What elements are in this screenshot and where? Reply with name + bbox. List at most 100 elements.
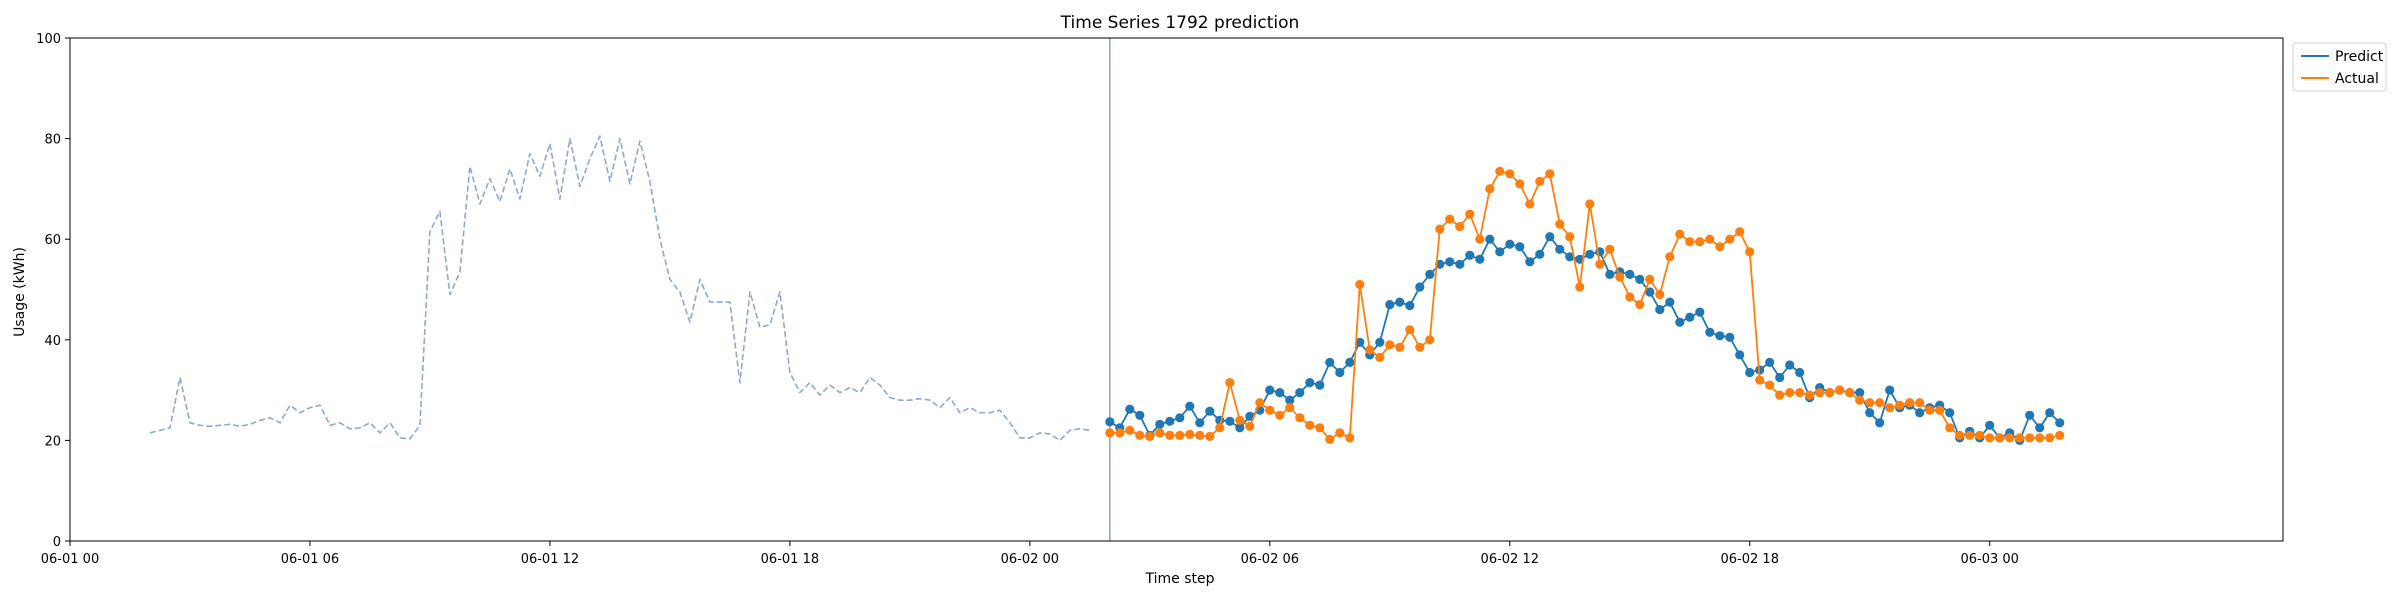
actual-point xyxy=(1565,232,1575,242)
predict-point xyxy=(1765,357,1775,367)
predict-point xyxy=(1635,274,1645,284)
predict-point xyxy=(1325,357,1335,367)
actual-point xyxy=(1505,169,1515,179)
actual-point xyxy=(1165,430,1175,440)
actual-point xyxy=(1985,433,1995,443)
actual-point xyxy=(1655,289,1665,300)
predict-point xyxy=(1495,247,1505,257)
actual-point xyxy=(1115,428,1125,438)
predict-point xyxy=(1585,249,1595,259)
actual-point xyxy=(1725,234,1735,244)
predict-point xyxy=(1945,408,1955,418)
predict-point xyxy=(1235,423,1245,433)
actual-point xyxy=(1815,388,1825,398)
actual-point xyxy=(1955,430,1965,440)
actual-point xyxy=(2035,433,2045,443)
axes: 0 20 40 60 80 100 06-01 00 06-01 06 06-01 12 06-0… xyxy=(36,32,2284,567)
actual-point xyxy=(1635,300,1645,310)
x-tick-label: 06-01 06 xyxy=(281,552,339,567)
actual-point xyxy=(1995,433,2005,443)
plot-area xyxy=(149,38,2065,541)
actual-point xyxy=(2055,430,2065,440)
actual-point xyxy=(1845,388,1855,398)
actual-point xyxy=(1755,375,1765,385)
actual-point xyxy=(1785,388,1795,398)
predict-point xyxy=(1385,300,1395,310)
actual-point xyxy=(1925,405,1935,415)
actual-point xyxy=(1835,385,1845,395)
y-tick-label: 20 xyxy=(44,434,61,449)
x-tick-label: 06-03 00 xyxy=(1960,552,2018,567)
actual-point xyxy=(1185,429,1195,439)
actual-point xyxy=(1735,227,1745,237)
actual-point xyxy=(1975,430,1985,440)
actual-point xyxy=(1315,423,1325,433)
actual-point xyxy=(1595,259,1605,269)
actual-point xyxy=(1265,405,1275,415)
actual-point xyxy=(1765,380,1775,390)
actual-point xyxy=(1715,242,1725,252)
actual-point xyxy=(1855,395,1865,405)
actual-point xyxy=(1445,214,1455,224)
actual-point xyxy=(2015,433,2025,443)
predict-point xyxy=(2055,418,2065,428)
actual-point xyxy=(1615,272,1625,282)
actual-point xyxy=(1335,428,1345,438)
predict-point xyxy=(1175,413,1185,423)
predict-point xyxy=(1795,367,1805,378)
predict-point xyxy=(1455,259,1465,269)
actual-point xyxy=(1875,398,1885,408)
actual-point xyxy=(1255,398,1265,408)
x-tick-label: 06-02 12 xyxy=(1481,552,1539,567)
predict-point xyxy=(1465,250,1475,260)
y-tick-label: 80 xyxy=(44,133,61,148)
actual-point xyxy=(1195,430,1205,440)
actual-point xyxy=(1405,325,1415,335)
predict-point xyxy=(1515,242,1525,252)
actual-point xyxy=(1495,166,1505,176)
predict-point xyxy=(1875,418,1885,428)
legend: Predict Actual xyxy=(2292,42,2387,92)
predict-point xyxy=(1715,331,1725,341)
predict-point xyxy=(1195,418,1205,428)
actual-point xyxy=(1125,425,1135,435)
predict-point xyxy=(1655,305,1665,315)
predict-point xyxy=(1605,269,1615,279)
actual-point xyxy=(1355,279,1365,290)
actual-point xyxy=(1885,403,1895,413)
actual-point xyxy=(1705,234,1715,244)
actual-point xyxy=(1465,209,1475,219)
actual-point xyxy=(1325,434,1335,444)
actual-point xyxy=(1695,237,1705,247)
predict-point xyxy=(2035,423,2045,433)
predict-point xyxy=(1355,337,1365,347)
actual-point xyxy=(1805,390,1815,400)
predict-point xyxy=(1415,282,1425,292)
actual-point xyxy=(1775,390,1785,400)
predict-point xyxy=(1445,257,1455,267)
actual-point xyxy=(2005,433,2015,443)
actual-point xyxy=(1825,388,1835,398)
actual-point xyxy=(1665,252,1675,262)
actual-point xyxy=(1415,342,1425,352)
actual-point xyxy=(2045,433,2055,443)
actual-point xyxy=(1795,388,1805,398)
predict-point xyxy=(2025,410,2035,420)
predict-point xyxy=(1625,269,1635,279)
predict-point xyxy=(1535,249,1545,259)
actual-point xyxy=(1475,234,1485,244)
actual-point xyxy=(1525,199,1535,209)
actual-point xyxy=(1375,352,1385,362)
plot-frame xyxy=(69,37,2284,542)
actual-point xyxy=(1745,247,1755,257)
history-series-line xyxy=(149,135,1090,442)
actual-point xyxy=(1625,292,1635,302)
predict-point xyxy=(1745,367,1755,378)
predict-point xyxy=(1315,380,1325,390)
actual-point xyxy=(1945,423,1955,433)
predict-point xyxy=(1405,301,1415,311)
predict-point xyxy=(1855,388,1865,398)
x-tick-label: 06-02 18 xyxy=(1721,552,1779,567)
actual-point xyxy=(1895,400,1905,410)
